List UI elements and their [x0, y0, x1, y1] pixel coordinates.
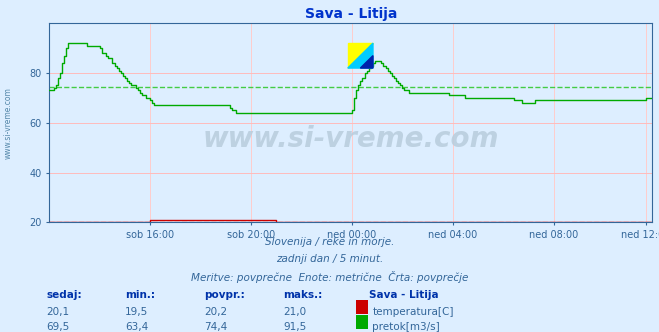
Text: 74,4: 74,4	[204, 322, 227, 332]
Polygon shape	[348, 43, 373, 68]
Text: 69,5: 69,5	[46, 322, 69, 332]
Text: temperatura[C]: temperatura[C]	[372, 307, 454, 317]
Text: pretok[m3/s]: pretok[m3/s]	[372, 322, 440, 332]
Text: zadnji dan / 5 minut.: zadnji dan / 5 minut.	[276, 254, 383, 264]
Text: Slovenija / reke in morje.: Slovenija / reke in morje.	[265, 237, 394, 247]
Text: 19,5: 19,5	[125, 307, 148, 317]
Text: 91,5: 91,5	[283, 322, 306, 332]
Text: sedaj:: sedaj:	[46, 290, 82, 300]
Text: maks.:: maks.:	[283, 290, 323, 300]
Text: 63,4: 63,4	[125, 322, 148, 332]
Text: www.si-vreme.com: www.si-vreme.com	[203, 125, 499, 153]
Text: min.:: min.:	[125, 290, 156, 300]
Title: Sava - Litija: Sava - Litija	[304, 7, 397, 21]
Text: 21,0: 21,0	[283, 307, 306, 317]
Text: Meritve: povprečne  Enote: metrične  Črta: povprečje: Meritve: povprečne Enote: metrične Črta:…	[191, 271, 468, 283]
Text: www.si-vreme.com: www.si-vreme.com	[4, 87, 13, 159]
Polygon shape	[348, 43, 373, 68]
Text: povpr.:: povpr.:	[204, 290, 245, 300]
Polygon shape	[360, 55, 373, 68]
Text: Sava - Litija: Sava - Litija	[369, 290, 439, 300]
Text: 20,2: 20,2	[204, 307, 227, 317]
Text: 20,1: 20,1	[46, 307, 69, 317]
